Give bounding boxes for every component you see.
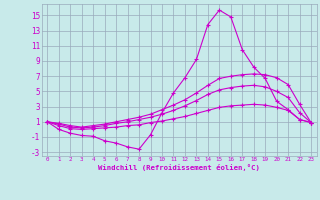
X-axis label: Windchill (Refroidissement éolien,°C): Windchill (Refroidissement éolien,°C) (98, 164, 260, 171)
